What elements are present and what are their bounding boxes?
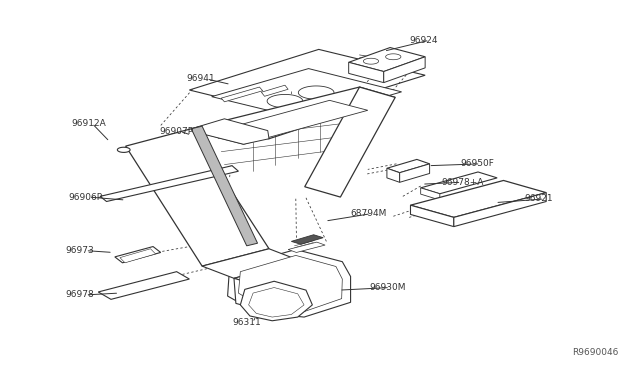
Polygon shape: [420, 172, 497, 194]
Text: 96978: 96978: [65, 291, 94, 299]
Polygon shape: [387, 160, 429, 173]
Polygon shape: [384, 57, 425, 83]
Polygon shape: [267, 94, 303, 108]
Polygon shape: [191, 119, 269, 144]
Polygon shape: [115, 247, 161, 263]
Polygon shape: [241, 281, 312, 321]
Text: 96921: 96921: [524, 195, 552, 203]
Text: R9690046: R9690046: [572, 347, 618, 357]
Polygon shape: [234, 260, 338, 289]
Text: 96906P: 96906P: [68, 193, 102, 202]
Text: 96907P: 96907P: [159, 127, 193, 136]
Polygon shape: [100, 166, 239, 202]
Text: 96978+A: 96978+A: [441, 178, 483, 187]
Polygon shape: [120, 249, 156, 263]
Text: 96311: 96311: [232, 318, 261, 327]
Polygon shape: [202, 249, 300, 278]
Polygon shape: [420, 188, 440, 200]
Polygon shape: [349, 48, 425, 71]
Polygon shape: [410, 205, 454, 227]
Polygon shape: [99, 272, 189, 299]
Polygon shape: [364, 58, 379, 64]
Polygon shape: [205, 100, 368, 144]
Polygon shape: [349, 62, 384, 83]
Polygon shape: [454, 193, 546, 227]
Polygon shape: [212, 68, 401, 119]
Polygon shape: [387, 168, 399, 182]
Polygon shape: [125, 129, 269, 266]
Polygon shape: [248, 288, 304, 317]
Polygon shape: [221, 87, 262, 102]
Polygon shape: [386, 54, 401, 60]
Polygon shape: [261, 85, 288, 96]
Polygon shape: [191, 126, 257, 246]
Text: 96912A: 96912A: [72, 119, 106, 128]
Polygon shape: [291, 235, 323, 244]
Text: 96973: 96973: [65, 246, 94, 255]
Text: 96924: 96924: [409, 36, 438, 45]
Polygon shape: [191, 87, 395, 139]
Polygon shape: [117, 147, 130, 153]
Polygon shape: [228, 250, 351, 317]
Text: 96950F: 96950F: [460, 159, 494, 169]
Polygon shape: [189, 49, 425, 116]
Polygon shape: [410, 180, 546, 217]
Polygon shape: [298, 86, 334, 99]
Text: 96941: 96941: [186, 74, 215, 83]
Polygon shape: [288, 242, 325, 253]
Polygon shape: [399, 164, 429, 182]
Polygon shape: [239, 256, 342, 312]
Polygon shape: [234, 278, 274, 313]
Polygon shape: [305, 87, 395, 197]
Text: 68794M: 68794M: [351, 209, 387, 218]
Text: 96930M: 96930M: [370, 283, 406, 292]
